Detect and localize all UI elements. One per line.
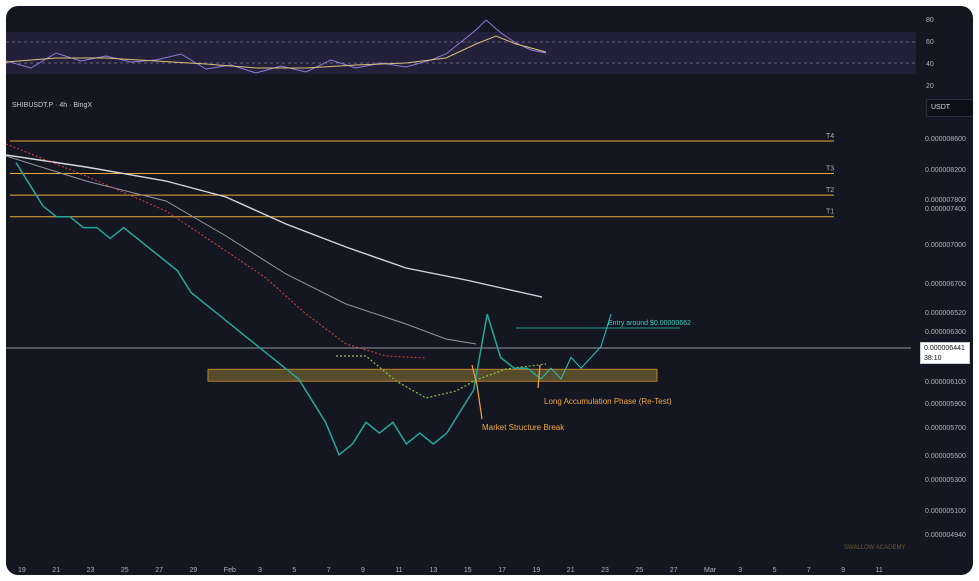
price-series xyxy=(15,162,542,457)
annotation-arrow-left xyxy=(471,364,483,420)
moving-average-white xyxy=(6,154,543,298)
time-tick-label: 25 xyxy=(635,567,643,574)
candle-countdown: 38:10 xyxy=(924,355,942,362)
time-tick-label: 25 xyxy=(121,567,129,574)
time-tick-label: 7 xyxy=(807,567,811,574)
rsi-signal xyxy=(6,35,547,69)
price-tick-label: 0.000008600 xyxy=(925,136,966,143)
annotation-arrow-right xyxy=(537,364,541,389)
time-tick-label: 5 xyxy=(292,567,296,574)
time-tick-label: 11 xyxy=(395,567,402,574)
current-price-value: 0.000006441 xyxy=(924,345,965,352)
price-tick-label: 0.000005900 xyxy=(925,401,966,408)
time-tick-label: 5 xyxy=(773,567,777,574)
symbol-label: SHIBUSDT.P · 4h · BingX xyxy=(12,102,93,109)
price-tick-label: 0.000008200 xyxy=(925,167,966,174)
moving-average-gray xyxy=(6,155,477,345)
projection-path xyxy=(540,313,612,380)
time-tick-label: Mar xyxy=(704,567,717,574)
time-tick-label: 9 xyxy=(361,567,365,574)
rsi-level-40: 40 xyxy=(926,61,934,68)
time-tick-label: 27 xyxy=(155,567,163,574)
time-tick-label: 17 xyxy=(498,567,506,574)
rsi-panel: 80 60 40 20 xyxy=(6,17,934,90)
price-axis: 0.000008600 0.000008200 0.000007800 0.00000… xyxy=(925,136,966,539)
time-tick-label: 15 xyxy=(464,567,472,574)
price-tick-label: 0.000005700 xyxy=(925,425,966,432)
price-tick-label: 0.000006100 xyxy=(925,379,966,386)
price-tick-label: 0.000005300 xyxy=(925,477,966,484)
accumulation-annotation: Long Accumulation Phase (Re-Test) xyxy=(544,397,672,406)
time-axis: 19 21 23 25 27 29 Feb 3 5 7 9 11 13 15 17 19 21 23 25 27 Mar… xyxy=(18,567,883,574)
moving-average-green xyxy=(336,355,547,399)
rsi-series xyxy=(6,19,547,74)
target-label: T1 xyxy=(826,209,834,216)
currency-button[interactable]: USDT xyxy=(926,99,973,117)
price-tick-label: 0.000006700 xyxy=(925,281,966,288)
price-tick-label: 0.000005100 xyxy=(925,508,966,515)
chart-frame: 80 60 40 20 SHIBUSDT.P · 4h · BingX USDT… xyxy=(6,6,973,575)
structure-break-annotation: Market Structure Break xyxy=(482,423,565,432)
target-label: T2 xyxy=(826,187,834,194)
rsi-level-60: 60 xyxy=(926,39,934,46)
price-tick-label: 0.000007800 xyxy=(925,197,966,204)
price-tick-label: 0.000006300 xyxy=(925,329,966,336)
price-tick-label: 0.000005500 xyxy=(925,453,966,460)
current-price-tag: 0.000006441 38:10 xyxy=(920,342,970,364)
target-label: T4 xyxy=(826,133,834,140)
rsi-level-80: 80 xyxy=(926,17,934,24)
time-tick-label: 9 xyxy=(841,567,845,574)
price-tick-label: 0.000007000 xyxy=(925,242,966,249)
time-tick-label: Feb xyxy=(224,567,236,574)
price-tick-label: 0.000004940 xyxy=(925,532,966,539)
price-tick-label: 0.000006520 xyxy=(925,310,966,317)
time-tick-label: 3 xyxy=(738,567,742,574)
time-tick-label: 21 xyxy=(52,567,60,574)
time-tick-label: 3 xyxy=(258,567,262,574)
time-tick-label: 23 xyxy=(601,567,609,574)
time-tick-label: 23 xyxy=(87,567,95,574)
moving-average-red xyxy=(6,143,427,359)
price-tick-label: 0.000007400 xyxy=(925,206,966,213)
time-tick-label: 13 xyxy=(430,567,438,574)
rsi-band xyxy=(6,32,916,74)
watermark: SWALLOW ACADEMY xyxy=(844,545,905,551)
main-price-chart: T4 T3 T2 T1 Entry around $0.00000662 Long A… xyxy=(6,133,966,574)
rsi-level-20: 20 xyxy=(926,83,934,90)
time-tick-label: 11 xyxy=(876,567,883,574)
time-tick-label: 19 xyxy=(18,567,26,574)
time-tick-label: 7 xyxy=(327,567,331,574)
support-zone xyxy=(207,368,658,382)
time-tick-label: 27 xyxy=(670,567,678,574)
target-label: T3 xyxy=(826,165,834,172)
time-tick-label: 21 xyxy=(567,567,575,574)
target-lines: T4 T3 T2 T1 xyxy=(10,133,834,218)
entry-note: Entry around $0.00000662 xyxy=(608,320,691,327)
time-tick-label: 19 xyxy=(533,567,541,574)
time-tick-label: 29 xyxy=(190,567,198,574)
